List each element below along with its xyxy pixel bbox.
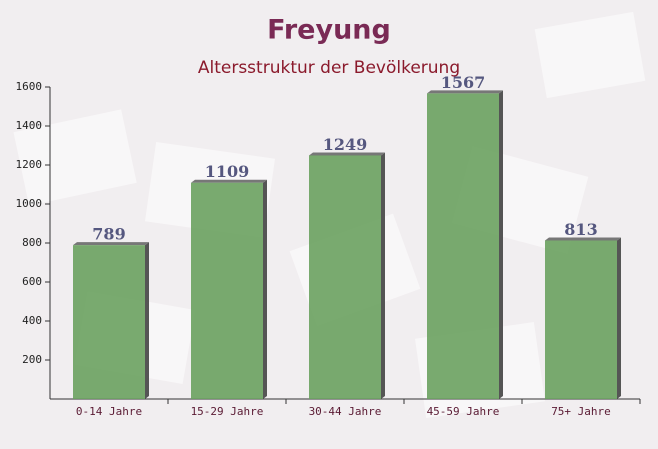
chart-subtitle: Altersstruktur der Bevölkerung [198,58,460,78]
bar-shadow [263,179,267,399]
y-tick-label: 1200 [16,158,43,171]
bar [309,155,381,399]
bar-shadow-top [73,242,149,246]
value-label: 813 [564,220,597,239]
bar-shadow [617,237,621,399]
x-tick-label: 30-44 Jahre [309,405,382,418]
x-tick-label: 0-14 Jahre [76,405,142,418]
y-tick-label: 1000 [16,197,43,210]
y-tick-label: 600 [22,275,42,288]
x-tick-label: 15-29 Jahre [191,405,264,418]
bar-shadow [499,90,503,399]
bar [73,245,145,399]
chart-title: Freyung [267,15,391,46]
bar-shadow-top [427,90,503,94]
bar-shadow-top [545,237,621,241]
bar-shadow [381,152,385,399]
y-tick-label: 1600 [16,80,43,93]
value-label: 1249 [323,135,368,154]
value-label: 789 [92,225,125,244]
bar [191,182,263,399]
bar-shadow-top [309,152,385,156]
y-tick-label: 800 [22,236,42,249]
bar-shadow-top [191,179,267,183]
y-tick-label: 200 [22,353,42,366]
y-tick-label: 400 [22,314,42,327]
x-tick-label: 75+ Jahre [551,405,611,418]
value-label: 1109 [205,162,250,181]
bar-shadow [145,242,149,399]
bar [427,93,499,399]
value-label: 1567 [441,73,486,92]
y-tick-label: 1400 [16,119,43,132]
bar [545,240,617,399]
x-tick-label: 45-59 Jahre [427,405,500,418]
